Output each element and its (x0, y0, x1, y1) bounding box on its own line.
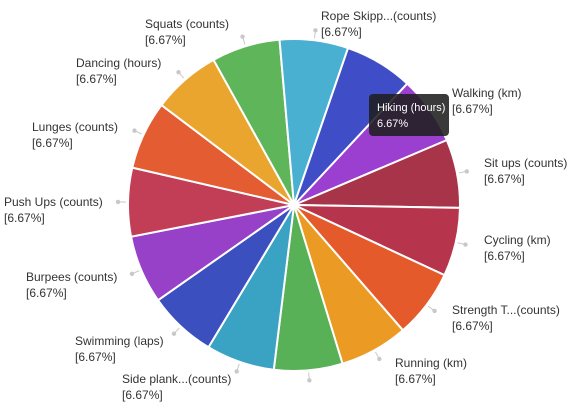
slice-label: Rope Skipp...(counts) (321, 9, 436, 23)
leader-dot (132, 128, 137, 133)
slice-label: Strength T...(counts) (452, 303, 560, 317)
leader-dot (176, 69, 181, 75)
leader-dot (307, 378, 312, 383)
leader-dot (240, 34, 245, 39)
leader-dot (129, 271, 135, 276)
leader-dot (115, 199, 121, 205)
slice-label: Swimming (laps) (75, 334, 164, 348)
leader-dot (171, 331, 177, 336)
leader-dot (463, 242, 468, 247)
slice-label: Side plank...(counts) (122, 372, 231, 386)
slice-label: Push Ups (counts) (4, 195, 103, 209)
slice-label: Sit ups (counts) (484, 156, 567, 170)
slice-label: Squats (counts) (145, 17, 229, 31)
slice-percent-label: [6.67%] (75, 350, 116, 364)
slice-label: Lunges (counts) (32, 120, 118, 134)
pie-slice[interactable] (293, 46, 409, 206)
slice-percent-label: [6.67%] (145, 33, 186, 47)
slice-percent-label: [6.67%] (321, 25, 362, 39)
slice-percent-label: [6.67%] (4, 211, 45, 225)
slice-label: Dancing (hours) (76, 56, 161, 70)
leader-dot (313, 28, 318, 33)
slice-percent-label: [6.67%] (395, 372, 436, 386)
slice-percent-label: [6.67%] (32, 136, 73, 150)
slice-label: Cycling (km) (484, 233, 551, 247)
slice-label: Running (km) (395, 356, 467, 370)
slice-percent-label: [6.67%] (452, 102, 493, 116)
leader-dot (464, 169, 469, 174)
slice-label: Walking (km) (452, 86, 522, 100)
slice-percent-label: [6.67%] (484, 249, 525, 263)
tooltip-value: 6.67% (377, 118, 408, 130)
leader-dot (234, 369, 239, 374)
slice-label: Burpees (counts) (26, 270, 117, 284)
leader-dot (432, 308, 437, 314)
slice-percent-label: [6.67%] (122, 388, 163, 402)
slice-percent-label: [6.67%] (76, 72, 117, 86)
chart-tooltip: Hiking (hours) 6.67% (369, 94, 449, 136)
slice-percent-label: [6.67%] (26, 286, 67, 300)
tooltip-title: Hiking (hours) (377, 102, 445, 114)
slice-percent-label: [6.67%] (484, 172, 525, 186)
slice-percent-label: [6.67%] (452, 319, 493, 333)
tooltip-box (369, 94, 449, 136)
leader-dot (377, 356, 382, 362)
